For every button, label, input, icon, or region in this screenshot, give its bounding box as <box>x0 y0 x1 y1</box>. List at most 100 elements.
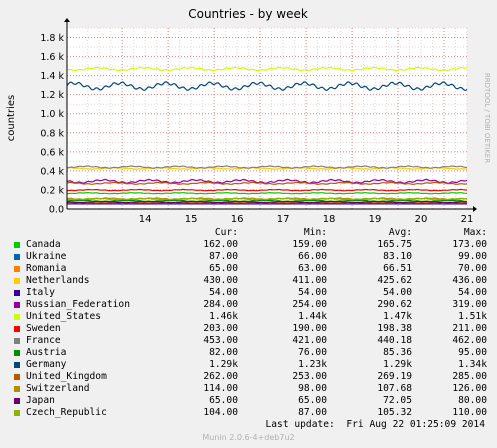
legend-header-max: Max: <box>463 227 487 238</box>
legend-cur-value: 453.00 <box>203 335 238 346</box>
legend-row: Austria 82.00 76.00 85.36 95.00 <box>12 347 487 359</box>
legend-max-value: 70.00 <box>458 263 487 274</box>
series-line-japan <box>66 200 468 204</box>
series-line-united-kingdom <box>66 181 468 185</box>
legend-row: France 453.00 421.00 440.18 462.00 <box>12 335 487 347</box>
legend-swatch <box>14 278 20 284</box>
legend-min-value: 253.00 <box>292 371 327 382</box>
x-tick-label: 15 <box>185 214 198 225</box>
legend-min-value: 1.44k <box>298 311 327 322</box>
legend-cur-value: 1.46k <box>209 311 238 322</box>
legend-avg-value: 107.68 <box>377 383 412 394</box>
legend-cur-value: 430.00 <box>203 275 238 286</box>
y-tick-label: 1.0 k <box>40 109 64 120</box>
legend-row: Russian_Federation 284.00 254.00 290.62 319.… <box>12 299 487 311</box>
legend-min-value: 159.00 <box>292 239 327 250</box>
legend-max-value: 285.00 <box>452 371 487 382</box>
munin-version-footer: Munin 2.0.6-4+deb7u2 <box>202 433 295 442</box>
legend-swatch <box>14 398 20 404</box>
legend-series-name: France <box>26 335 61 346</box>
legend-min-value: 65.00 <box>298 395 327 406</box>
legend-series-name: Austria <box>26 347 67 358</box>
legend-max-value: 1.34k <box>458 359 487 370</box>
legend-swatch <box>14 386 20 392</box>
legend-min-value: 98.00 <box>298 383 327 394</box>
legend-max-value: 54.00 <box>458 287 487 298</box>
legend-cur-value: 65.00 <box>209 395 238 406</box>
x-tick-label: 17 <box>277 214 290 225</box>
y-tick-label: 1.6 k <box>40 52 64 63</box>
legend-cur-value: 284.00 <box>203 299 238 310</box>
legend-max-value: 1.51k <box>458 311 487 322</box>
x-tick-label: 16 <box>231 214 244 225</box>
x-tick-label: 20 <box>415 214 428 225</box>
legend-max-value: 436.00 <box>452 275 487 286</box>
legend-series-name: Romania <box>26 263 67 274</box>
legend-min-value: 1.23k <box>298 359 327 370</box>
y-tick-label: 0.2 k <box>40 185 64 196</box>
legend-cur-value: 65.00 <box>209 263 238 274</box>
legend-min-value: 76.00 <box>298 347 327 358</box>
legend-avg-value: 54.00 <box>383 287 412 298</box>
y-tick-label: 0.6 k <box>40 147 64 158</box>
legend-cur-value: 114.00 <box>203 383 238 394</box>
legend-series-name: Czech_Republic <box>26 407 107 418</box>
legend-avg-value: 198.38 <box>377 323 412 334</box>
legend-series-name: United_States <box>26 311 102 322</box>
y-tick-label: 0.0 <box>49 205 64 216</box>
y-tick-label: 1.2 k <box>40 90 64 101</box>
legend-header-min: Min: <box>303 227 327 238</box>
y-axis-arrow <box>64 18 70 22</box>
legend: Cur: Min: Avg: Max: Canada 162.00 159.00 16… <box>12 227 487 419</box>
legend-max-value: 110.00 <box>452 407 487 418</box>
legend-row: United_Kingdom 262.00 253.00 269.19 285.00 <box>12 371 487 383</box>
legend-series-name: Ukraine <box>26 251 67 262</box>
x-axis-arrow <box>473 206 477 212</box>
x-tick-label: 21 <box>461 214 474 225</box>
legend-min-value: 66.00 <box>298 251 327 262</box>
legend-header: Cur: Min: Avg: Max: <box>12 227 487 239</box>
y-tick-label: 1.8 k <box>40 33 64 44</box>
legend-swatch <box>14 242 20 248</box>
legend-max-value: 211.00 <box>452 323 487 334</box>
legend-swatch <box>14 254 20 260</box>
series-line-austria <box>66 199 467 202</box>
y-axis-label: countries <box>6 95 17 141</box>
legend-avg-value: 440.18 <box>377 335 412 346</box>
series-line-netherlands <box>66 167 468 170</box>
legend-avg-value: 72.05 <box>383 395 412 406</box>
legend-min-value: 411.00 <box>292 275 327 286</box>
legend-header-avg: Avg: <box>388 227 412 238</box>
legend-series-name: Germany <box>26 359 67 370</box>
legend-series-name: Netherlands <box>26 275 90 286</box>
legend-max-value: 462.00 <box>452 335 487 346</box>
chart-title: Countries - by week <box>188 7 308 21</box>
legend-max-value: 173.00 <box>452 239 487 250</box>
last-update: Last update: Fri Aug 22 01:25:09 2014 <box>265 419 486 430</box>
legend-swatch <box>14 266 20 272</box>
axes: 0.0 0.2 k 0.4 k 0.6 k 0.8 k 1.0 k 1.2 k 1.4 k 1.… <box>40 18 477 225</box>
x-tick-label: 14 <box>139 214 152 225</box>
legend-row: Romania 65.00 63.00 66.51 70.00 <box>12 263 487 275</box>
y-tick-label: 0.4 k <box>40 166 64 177</box>
legend-avg-value: 83.10 <box>383 251 412 262</box>
series-line-france <box>66 165 468 169</box>
legend-cur-value: 262.00 <box>203 371 238 382</box>
series-lines <box>66 66 468 205</box>
legend-max-value: 99.00 <box>458 251 487 262</box>
series-line-czech-republic <box>66 197 468 201</box>
legend-cur-value: 82.00 <box>209 347 238 358</box>
y-tick-label: 1.4 k <box>40 71 64 82</box>
legend-max-value: 80.00 <box>458 395 487 406</box>
legend-cur-value: 104.00 <box>203 407 238 418</box>
legend-swatch <box>14 302 20 308</box>
legend-row: Switzerland 114.00 98.00 107.68 126.00 <box>12 383 487 395</box>
legend-swatch <box>14 314 20 320</box>
legend-rows: Canada 162.00 159.00 165.75 173.00 Ukraine 87.… <box>12 239 487 419</box>
legend-series-name: Switzerland <box>26 383 90 394</box>
legend-row: Ukraine 87.00 66.00 83.10 99.00 <box>12 251 487 263</box>
legend-cur-value: 54.00 <box>209 287 238 298</box>
legend-series-name: Russian_Federation <box>26 299 130 310</box>
legend-row: Sweden 203.00 190.00 198.38 211.00 <box>12 323 487 335</box>
legend-max-value: 319.00 <box>452 299 487 310</box>
